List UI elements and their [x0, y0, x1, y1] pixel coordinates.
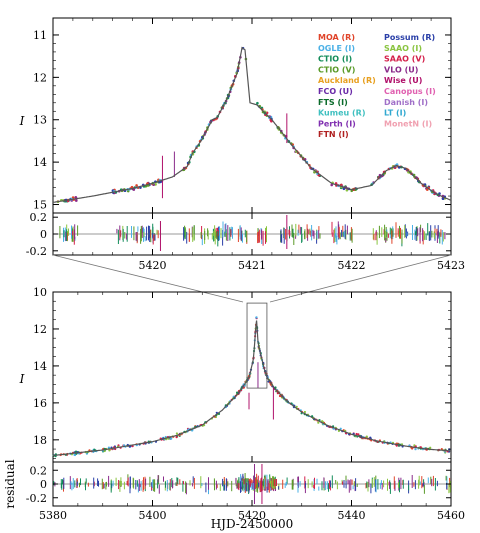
- legend-entry: Kumeu (R): [318, 109, 365, 118]
- residual-tick-label: 0: [40, 228, 47, 241]
- residual-axis-label: residual: [3, 459, 17, 508]
- data-point: [355, 432, 358, 436]
- legend-entry: SAAO (V): [384, 55, 425, 64]
- data-point: [135, 184, 138, 187]
- legend-entry: LT (I): [384, 109, 406, 118]
- top-model-curve: [52, 46, 452, 203]
- legend-entry: MOA (R): [318, 33, 355, 42]
- data-point: [330, 183, 334, 187]
- y-tick-label: 11: [33, 29, 47, 42]
- bottom-plot-frame: [52, 291, 452, 463]
- legend-entry: Perth (I): [318, 119, 356, 128]
- x-tick-label: 5421: [238, 259, 266, 272]
- x-tick-label: 5420: [238, 509, 266, 522]
- data-point: [317, 421, 320, 424]
- x-axis-label: HJD-2450000: [211, 517, 294, 531]
- data-point: [342, 187, 346, 191]
- legend-entry: Wise (U): [384, 76, 422, 85]
- legend-entry: FCO (U): [318, 87, 353, 96]
- residual-tick-label: -0.2: [26, 245, 47, 258]
- legend-entry: VLO (U): [384, 65, 418, 74]
- legend-entry: MonetN (I): [384, 119, 432, 128]
- y-tick-label: 13: [33, 114, 47, 127]
- data-point: [175, 436, 178, 439]
- data-point: [75, 199, 78, 202]
- data-point: [303, 410, 306, 414]
- legend-entry: FTS (I): [318, 98, 348, 107]
- y-tick-label: 14: [33, 360, 47, 373]
- data-point: [108, 449, 111, 452]
- y-tick-label: 15: [33, 199, 47, 212]
- bottom-residual-ticks: 0.20-0.2: [26, 464, 451, 505]
- data-point: [74, 196, 78, 199]
- zoom-connector-lines: [52, 254, 452, 303]
- top-residual-ticks: 0.2 0 -0.2: [26, 211, 451, 258]
- data-point: [413, 444, 416, 447]
- x-tick-label: 5440: [338, 509, 366, 522]
- legend-entry: Possum (R): [384, 33, 435, 42]
- zoom-region-box: [246, 302, 268, 389]
- data-point: [107, 446, 110, 449]
- legend-entry: FTN (I): [318, 130, 349, 139]
- top-x-ticks: 5420 5421 5422 5423: [72, 18, 465, 272]
- x-tick-label: 5422: [338, 259, 366, 272]
- y-tick-label: 12: [33, 323, 47, 336]
- data-point: [365, 435, 368, 438]
- bottom-residual-points: [53, 464, 451, 504]
- data-point: [175, 432, 178, 435]
- data-point: [74, 450, 78, 453]
- data-point: [426, 188, 429, 191]
- bottom-y-axis-label: I: [19, 372, 25, 386]
- y-tick-label: 16: [33, 397, 47, 410]
- legend-entry: Danish (I): [384, 98, 428, 107]
- x-tick-label: 5420: [139, 259, 167, 272]
- data-point: [414, 448, 417, 451]
- legend-entry: SAAO (I): [384, 44, 422, 53]
- legend-entry: Auckland (R): [318, 76, 376, 85]
- data-point: [411, 447, 414, 450]
- top-y-axis-label: I: [19, 114, 25, 128]
- data-point: [441, 197, 445, 200]
- data-point: [132, 188, 136, 191]
- x-tick-label: 5460: [437, 509, 465, 522]
- legend-entry: CTIO (I): [318, 55, 352, 64]
- y-tick-label: 14: [33, 156, 47, 169]
- legend: MOA (R) Possum (R) OGLE (I) SAAO (I) CTIO (I…: [318, 33, 436, 139]
- residual-tick-label: 0.2: [30, 464, 48, 477]
- bottom-data-points: [52, 316, 451, 458]
- data-point: [256, 101, 259, 105]
- data-point: [255, 316, 258, 319]
- x-tick-label: 5380: [39, 509, 67, 522]
- y-tick-label: 18: [33, 434, 47, 447]
- data-point: [154, 183, 157, 186]
- top-y-ticks: 11 12 13 14 15: [33, 29, 451, 212]
- bottom-y-ticks: 10 12 14 16 18: [33, 286, 451, 459]
- residual-tick-label: -0.2: [26, 492, 47, 505]
- residual-tick-label: 0.2: [30, 211, 48, 224]
- data-point: [170, 437, 173, 440]
- residual-tick-label: 0: [40, 478, 47, 491]
- legend-entry: OGLE (I): [318, 44, 355, 53]
- legend-entry: CTIO (V): [318, 65, 355, 74]
- legend-entry: Canopus (I): [384, 87, 436, 96]
- data-point: [339, 427, 342, 430]
- y-tick-label: 10: [33, 286, 47, 299]
- data-point: [93, 448, 96, 451]
- top-residual-points: [59, 215, 446, 251]
- x-tick-label: 5423: [437, 259, 465, 272]
- y-tick-label: 12: [33, 71, 47, 84]
- bottom-x-ticks: 5380 5400 5420 5440 5460: [39, 292, 465, 522]
- bottom-model-curve: [53, 320, 451, 457]
- x-tick-label: 5400: [139, 509, 167, 522]
- data-point: [357, 433, 360, 436]
- data-point: [340, 183, 343, 187]
